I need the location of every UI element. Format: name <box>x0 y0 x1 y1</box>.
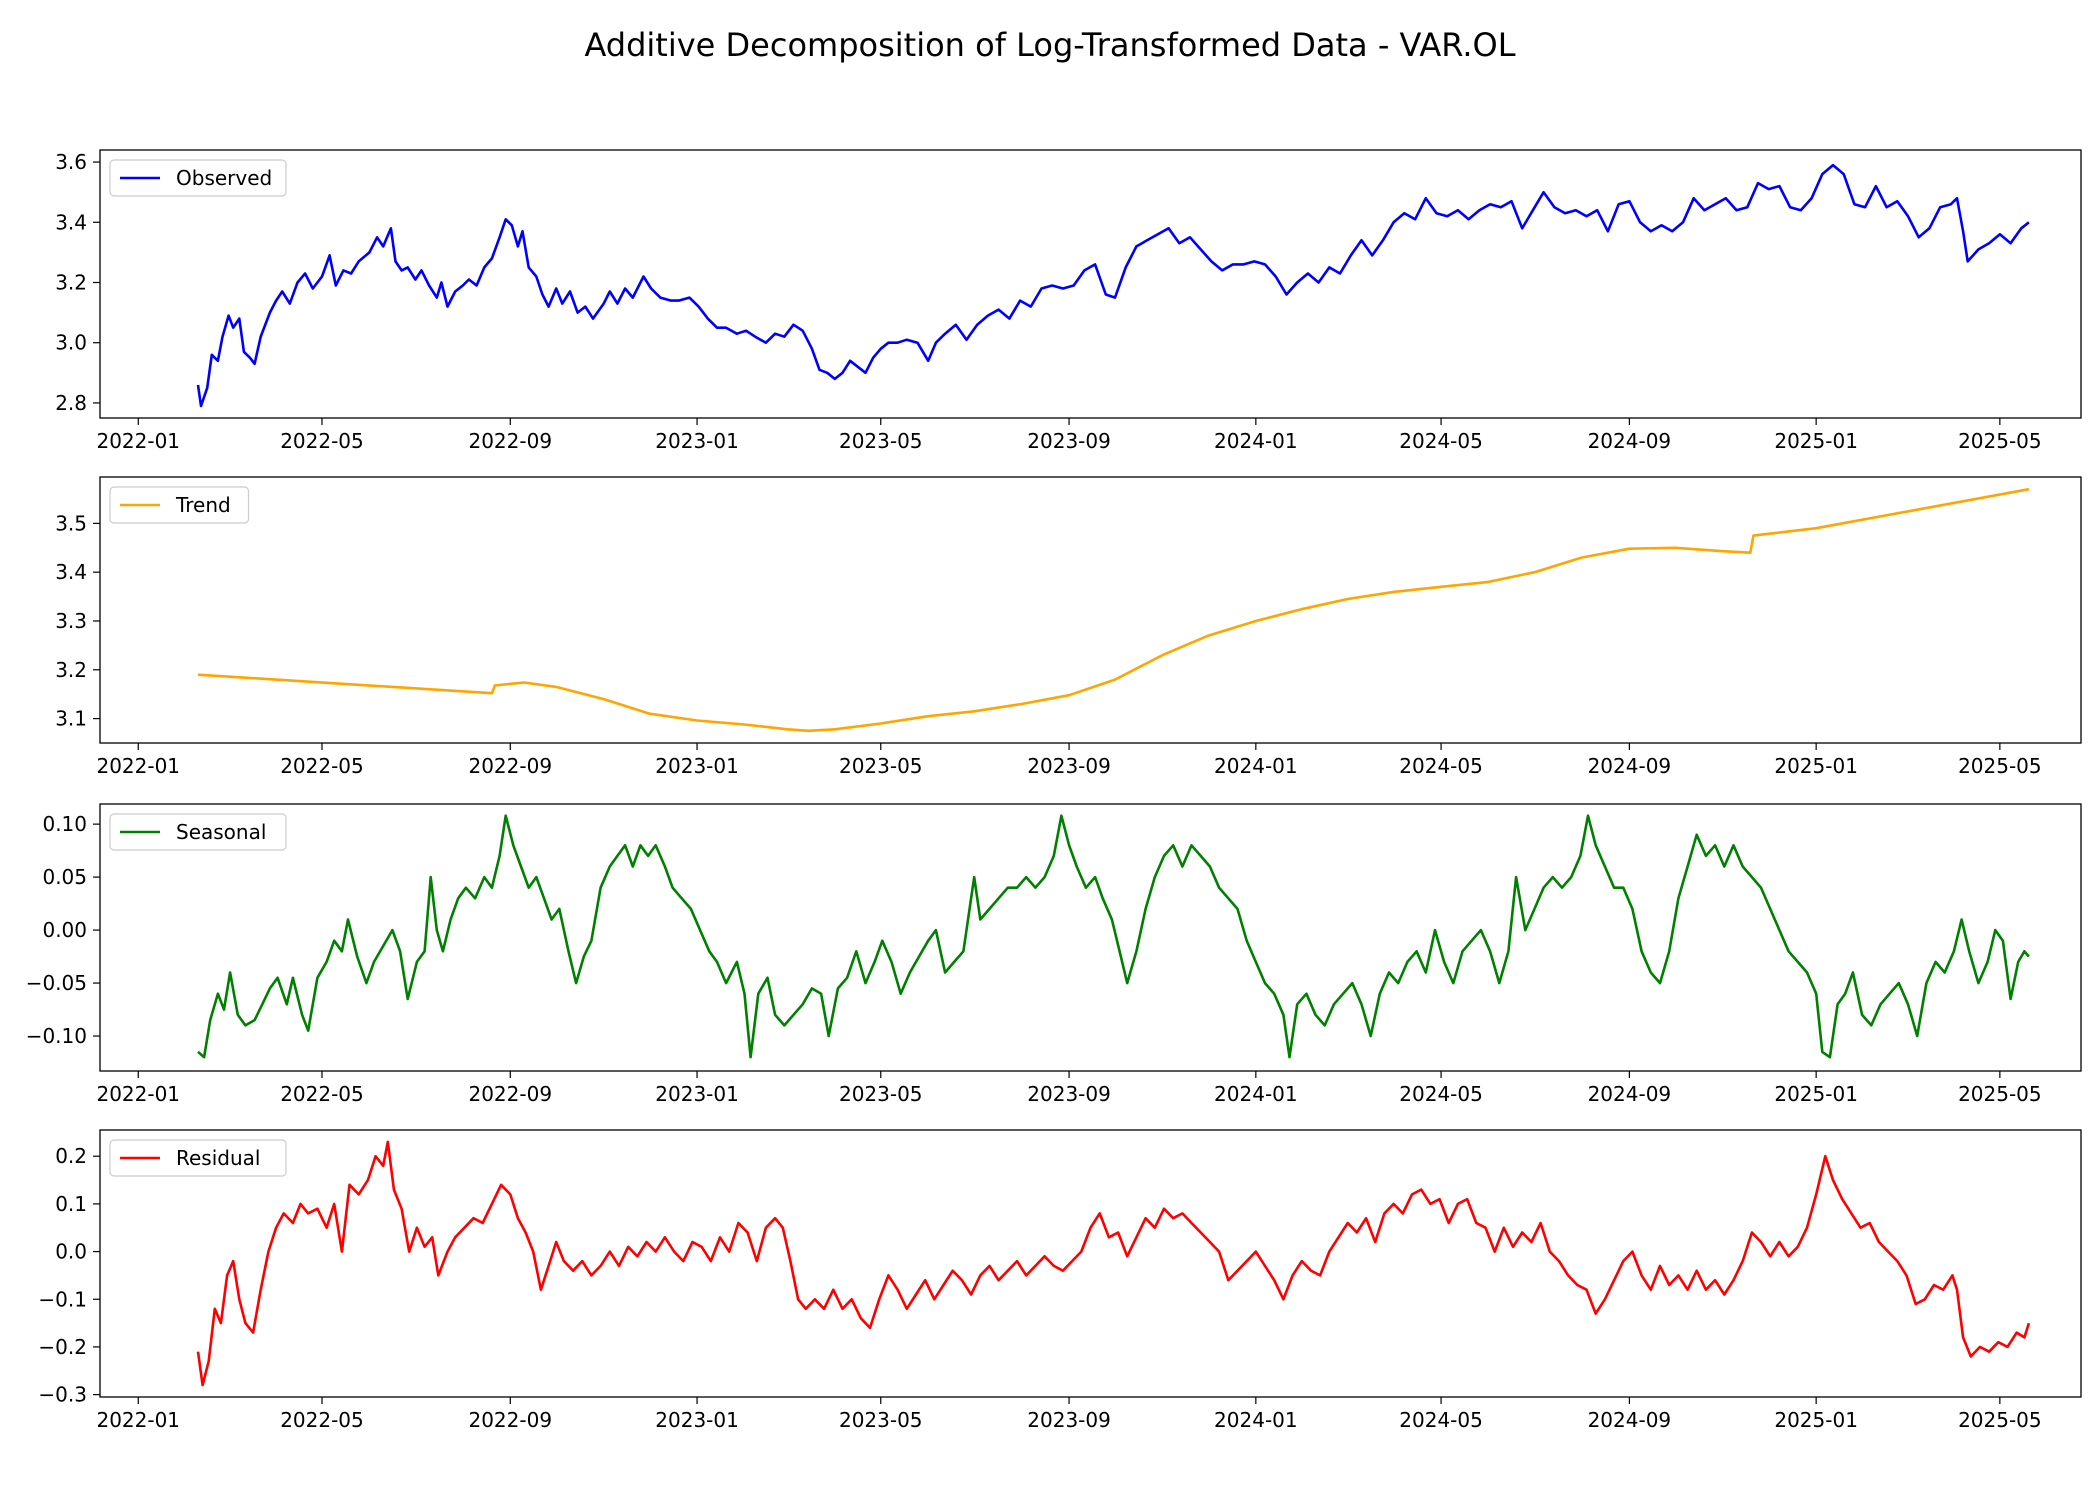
legend-label: Trend <box>175 493 231 517</box>
x-tick-label: 2025-05 <box>1958 429 2042 453</box>
y-tick-label: 3.1 <box>55 707 87 731</box>
series-line-observed <box>196 163 2030 408</box>
x-tick-label: 2022-09 <box>468 1408 552 1432</box>
x-tick-label: 2025-05 <box>1958 1408 2042 1432</box>
x-tick-label: 2023-01 <box>655 754 739 778</box>
x-tick-label: 2023-09 <box>1027 1082 1111 1106</box>
x-tick-label: 2024-01 <box>1214 1082 1298 1106</box>
x-tick-label: 2022-05 <box>280 429 364 453</box>
subplot-3: 2022-01 2022-05 2022-09 2023-01 2023-05 2023-… <box>26 803 2082 1106</box>
x-tick-label: 2023-01 <box>655 1082 739 1106</box>
legend: Residual <box>109 1139 287 1177</box>
x-tick-label: 2023-09 <box>1027 429 1111 453</box>
x-tick-label: 2025-01 <box>1774 1082 1858 1106</box>
axes-frame <box>99 149 2082 419</box>
chart-title: Additive Decomposition of Log-Transforme… <box>584 26 1515 64</box>
x-tick-label: 2024-01 <box>1214 754 1298 778</box>
x-tick-label: 2022-01 <box>96 1082 180 1106</box>
y-tick-label: 3.4 <box>55 560 87 584</box>
x-tick-label: 2024-09 <box>1588 429 1672 453</box>
x-tick-label: 2022-09 <box>468 429 552 453</box>
x-tick-label: 2022-01 <box>96 1408 180 1432</box>
y-tick-label: 3.4 <box>55 210 87 234</box>
axes-frame <box>99 803 2082 1072</box>
y-tick-label: 3.0 <box>55 331 87 355</box>
y-tick-label: 3.2 <box>55 658 87 682</box>
legend: Observed <box>109 159 287 197</box>
series-line-seasonal <box>197 814 2030 1059</box>
y-tick-label: 3.5 <box>55 511 87 535</box>
x-tick-label: 2022-05 <box>280 754 364 778</box>
y-tick-label: −0.05 <box>26 971 87 995</box>
x-tick-label: 2024-09 <box>1588 1082 1672 1106</box>
legend-label: Observed <box>176 166 272 190</box>
y-tick-label: 0.2 <box>55 1144 87 1168</box>
legend: Trend <box>109 486 250 524</box>
y-tick-label: 0.0 <box>55 1240 87 1264</box>
x-tick-label: 2022-01 <box>96 429 180 453</box>
y-tick-label: 3.2 <box>55 270 87 294</box>
y-tick-label: 0.05 <box>42 865 87 889</box>
x-tick-label: 2023-05 <box>839 1082 923 1106</box>
x-tick-label: 2024-01 <box>1214 1408 1298 1432</box>
x-tick-label: 2023-09 <box>1027 754 1111 778</box>
x-tick-label: 2024-01 <box>1214 429 1298 453</box>
x-tick-label: 2024-09 <box>1588 1408 1672 1432</box>
x-tick-label: 2023-09 <box>1027 1408 1111 1432</box>
y-tick-label: 0.10 <box>42 812 87 836</box>
y-tick-label: −0.10 <box>26 1024 87 1048</box>
series-line-trend <box>197 487 2030 733</box>
subplot-2: 2022-01 2022-05 2022-09 2023-01 2023-05 2023-… <box>55 476 2082 778</box>
y-tick-label: −0.2 <box>38 1335 87 1359</box>
y-tick-label: 3.3 <box>55 609 87 633</box>
x-tick-label: 2023-05 <box>839 1408 923 1432</box>
y-tick-label: −0.1 <box>38 1287 87 1311</box>
legend-box <box>109 486 250 524</box>
legend-label: Residual <box>176 1146 260 1170</box>
y-tick-label: 0.1 <box>55 1192 87 1216</box>
legend-box <box>109 159 287 197</box>
x-tick-label: 2023-01 <box>655 1408 739 1432</box>
x-tick-label: 2022-01 <box>96 754 180 778</box>
y-tick-label: −0.3 <box>38 1383 87 1407</box>
legend-box <box>109 1139 287 1177</box>
x-tick-label: 2025-01 <box>1774 1408 1858 1432</box>
x-tick-label: 2025-05 <box>1958 1082 2042 1106</box>
legend: Seasonal <box>109 813 287 851</box>
axes-frame <box>99 476 2082 744</box>
x-tick-label: 2025-01 <box>1774 754 1858 778</box>
y-tick-label: 2.8 <box>55 391 87 415</box>
x-tick-label: 2022-05 <box>280 1082 364 1106</box>
x-tick-label: 2022-09 <box>468 1082 552 1106</box>
x-tick-label: 2023-05 <box>839 754 923 778</box>
x-tick-label: 2024-05 <box>1399 1408 1483 1432</box>
y-tick-label: 3.6 <box>55 150 87 174</box>
legend-label: Seasonal <box>176 820 266 844</box>
x-tick-label: 2022-09 <box>468 754 552 778</box>
subplots: 2022-01 2022-05 2022-09 2023-01 2023-05 2023-… <box>26 149 2082 1432</box>
x-tick-label: 2024-05 <box>1399 1082 1483 1106</box>
x-tick-label: 2024-05 <box>1399 754 1483 778</box>
x-tick-label: 2025-01 <box>1774 429 1858 453</box>
x-tick-label: 2024-09 <box>1588 754 1672 778</box>
subplot-4: 2022-01 2022-05 2022-09 2023-01 2023-05 2023-… <box>38 1129 2082 1432</box>
x-tick-label: 2024-05 <box>1399 429 1483 453</box>
axes-frame <box>99 1129 2082 1398</box>
x-tick-label: 2022-05 <box>280 1408 364 1432</box>
x-tick-label: 2023-01 <box>655 429 739 453</box>
subplot-1: 2022-01 2022-05 2022-09 2023-01 2023-05 2023-… <box>55 149 2082 453</box>
x-tick-label: 2025-05 <box>1958 754 2042 778</box>
legend-box <box>109 813 287 851</box>
x-tick-label: 2023-05 <box>839 429 923 453</box>
series-line-residual <box>196 1140 2031 1387</box>
y-tick-label: 0.00 <box>42 918 87 942</box>
